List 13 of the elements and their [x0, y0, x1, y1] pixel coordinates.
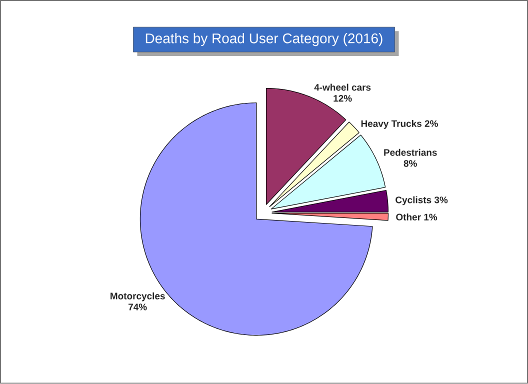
data-label: 12%: [334, 95, 352, 102]
data-label: 74%: [128, 304, 147, 310]
data-label: 3%: [434, 196, 448, 204]
slice-label: Pedestrians: [384, 149, 437, 156]
slice-label: 4-wheel cars: [314, 84, 371, 91]
slice-label: Cyclists: [396, 196, 432, 206]
data-label: 1%: [424, 214, 438, 221]
slice-label: Heavy Trucks: [361, 120, 422, 129]
data-label: 2%: [424, 120, 438, 128]
chart-title: Deaths by Road User Category (2016): [146, 33, 382, 46]
data-label: 8%: [404, 160, 417, 167]
slice-label: Other: [396, 214, 421, 221]
slice-label: Motorcycles: [110, 292, 165, 302]
